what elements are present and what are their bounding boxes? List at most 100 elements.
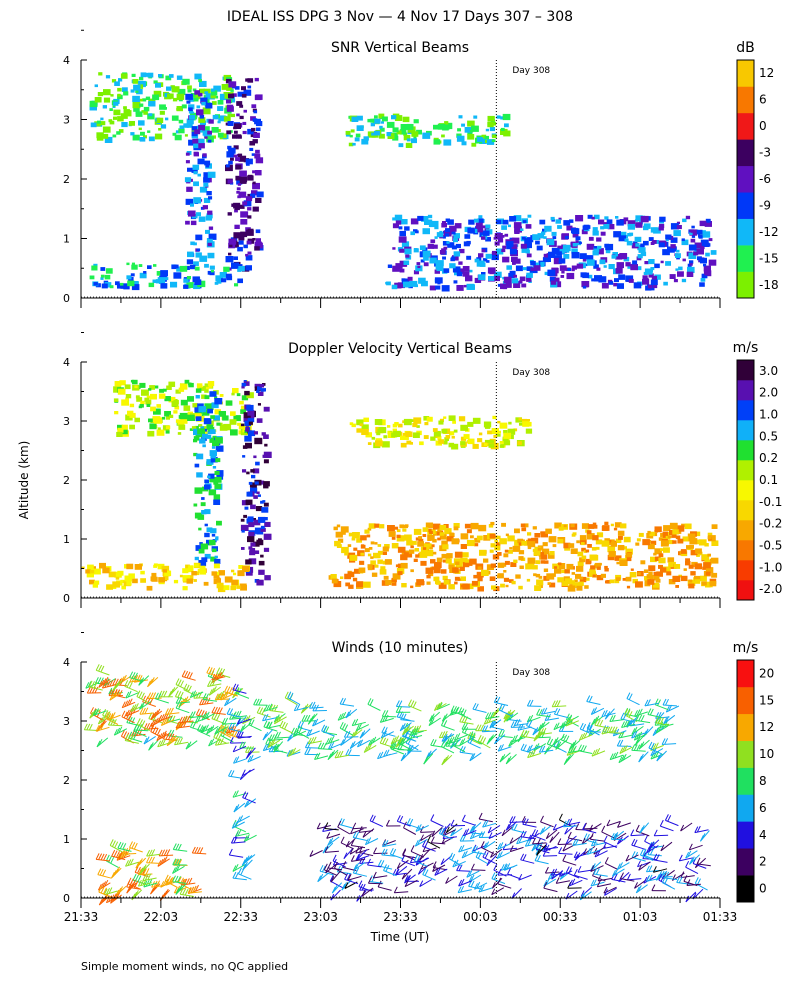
wind-barb-flag (509, 816, 514, 823)
wind-barb (634, 711, 648, 717)
heat-cell (519, 422, 523, 426)
heat-cell (252, 206, 259, 212)
heat-cell (593, 214, 600, 220)
wind-barb-flag (596, 747, 601, 755)
wind-barb-flag (135, 725, 140, 733)
wind-barb-flag (271, 738, 276, 746)
wind-barb-flag (655, 854, 660, 861)
wind-barb-flag (156, 728, 161, 736)
wind-barb-flag (245, 746, 249, 753)
heat-cell (545, 257, 551, 262)
wind-barb-flag (430, 836, 435, 843)
wind-barb (511, 829, 526, 834)
wind-barb-flag (174, 690, 179, 697)
wind-barb (594, 850, 608, 858)
wind-barb-flag (91, 681, 95, 688)
heat-cell (190, 93, 196, 97)
heat-cell (193, 283, 201, 290)
wind-barb-flag (593, 717, 598, 724)
heat-cell (460, 576, 466, 581)
wind-barb-flag (699, 835, 704, 842)
wind-barb-flag (524, 818, 529, 826)
wind-barb-flag (304, 703, 309, 711)
heat-cell (505, 283, 512, 288)
wind-barb-flag (650, 749, 655, 756)
wind-barb (503, 847, 518, 851)
wind-barb-flag (94, 686, 99, 694)
heat-cell (497, 238, 504, 243)
heat-cell (688, 583, 695, 589)
heat-cell (618, 235, 627, 242)
heat-cell (113, 398, 119, 402)
heat-cell (229, 259, 233, 262)
wind-barb (458, 847, 473, 853)
wind-barb-flag (274, 704, 279, 712)
heat-cell (443, 580, 450, 585)
heat-cell (434, 225, 439, 230)
heat-cell (563, 220, 571, 226)
wind-barb (325, 863, 337, 874)
heat-cell (204, 383, 208, 386)
wind-barb (441, 754, 453, 766)
heat-cell (571, 265, 577, 270)
wind-barb (646, 877, 661, 882)
heat-cell (370, 541, 375, 545)
heat-cell (532, 262, 540, 268)
wind-barb-flag (160, 690, 165, 698)
heat-cell (414, 248, 418, 251)
heat-cell (133, 84, 141, 91)
wind-barb-flag (554, 737, 559, 744)
wind-barb-flag (463, 850, 468, 858)
wind-barb-flag (297, 721, 302, 728)
heat-cell (436, 260, 444, 267)
wind-barb-flag (482, 820, 487, 828)
wind-barb-flag (221, 668, 226, 676)
heat-cell (200, 426, 205, 430)
heat-cell (663, 547, 670, 553)
wind-barb-flag (289, 748, 294, 756)
heat-cell (520, 243, 527, 249)
wind-barb (630, 723, 645, 727)
heat-cell (241, 382, 247, 387)
wind-barb-flag (241, 741, 246, 749)
heat-cell (348, 584, 354, 589)
wind-barb-flag (119, 886, 123, 893)
wind-barb (232, 864, 246, 872)
wind-barb-flag (638, 708, 643, 716)
heat-cell (618, 536, 623, 540)
wind-barb (461, 851, 475, 859)
heat-cell (477, 566, 482, 570)
wind-barb (557, 843, 572, 845)
wind-barb-flag (349, 847, 354, 855)
wind-barb (655, 725, 669, 734)
wind-barb-flag (631, 838, 636, 846)
wind-barb (442, 829, 456, 837)
heat-cell (194, 487, 203, 494)
heat-cell (92, 566, 96, 570)
wind-barb-flag (339, 721, 344, 729)
heat-cell (91, 265, 98, 271)
heat-cell (571, 572, 575, 575)
wind-barb (441, 746, 455, 754)
y-tick-label: 3 (63, 415, 70, 428)
wind-barb-flag (604, 889, 608, 896)
heat-cell (148, 100, 156, 107)
heat-cell (424, 543, 432, 550)
wind-barb-flag (88, 680, 93, 688)
heat-cell (618, 274, 626, 280)
wind-barb-flag (141, 868, 146, 875)
heat-cell (526, 266, 533, 271)
wind-barb-flag (447, 739, 452, 747)
wind-barb-flag (339, 712, 344, 720)
region-convective-column-2 (225, 77, 264, 272)
heat-cell (378, 133, 385, 139)
heat-cell (89, 100, 98, 108)
wind-barb (351, 858, 366, 862)
heat-cell (478, 253, 484, 258)
heat-cell (481, 236, 486, 240)
wind-barb (400, 750, 412, 762)
heat-cell (492, 415, 497, 420)
heat-cell (93, 282, 98, 286)
wind-barb-flag (235, 804, 240, 811)
wind-barb (591, 842, 606, 847)
